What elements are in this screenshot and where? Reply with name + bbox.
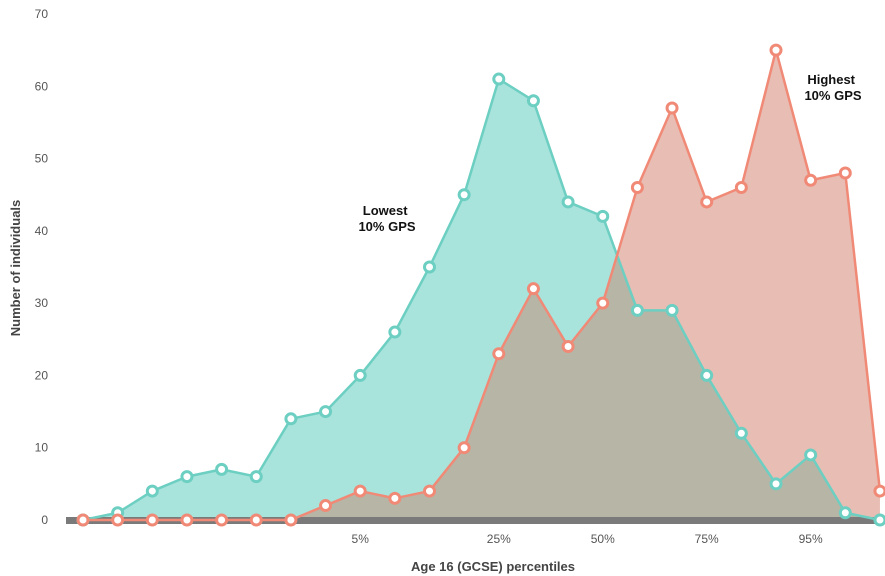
point-highest-10 — [388, 491, 402, 505]
y-axis-ticks: 0 10 20 30 40 50 60 70 — [35, 7, 49, 527]
point-highest-2 — [111, 513, 125, 527]
point-highest-21 — [769, 43, 783, 57]
point-lowest-10 — [388, 325, 402, 339]
y-tick-30: 30 — [35, 296, 49, 310]
x-axis-baseline — [66, 517, 885, 524]
point-highest-3 — [145, 513, 159, 527]
point-lowest-14 — [526, 94, 540, 108]
point-highest-24 — [873, 484, 885, 498]
point-highest-11 — [423, 484, 436, 498]
point-lowest-17 — [630, 303, 644, 317]
point-lowest-20 — [734, 426, 748, 440]
point-lowest-19 — [700, 368, 714, 382]
point-highest-1 — [76, 513, 90, 527]
point-highest-7 — [284, 513, 298, 527]
point-lowest-21 — [769, 477, 783, 491]
x-tick-25pct: 25% — [487, 532, 511, 546]
point-highest-12 — [457, 441, 471, 455]
y-axis-label: Number of individuals — [8, 200, 23, 337]
annotation-highest-line1: Highest — [807, 72, 855, 87]
y-tick-60: 60 — [35, 79, 49, 93]
point-lowest-15 — [561, 195, 575, 209]
point-highest-15 — [561, 340, 575, 354]
x-tick-95pct: 95% — [799, 532, 823, 546]
point-lowest-13 — [492, 72, 506, 86]
y-tick-0: 0 — [41, 513, 48, 527]
data-points — [76, 43, 885, 527]
x-tick-75pct: 75% — [695, 532, 719, 546]
point-highest-9 — [353, 484, 367, 498]
series-areas — [83, 50, 880, 521]
x-tick-5pct: 5% — [352, 532, 370, 546]
point-highest-4 — [180, 513, 194, 527]
point-highest-22 — [804, 173, 818, 187]
annotation-lowest-line2: 10% GPS — [358, 219, 415, 234]
annotation-highest-line2: 10% GPS — [804, 88, 861, 103]
y-tick-20: 20 — [35, 368, 49, 382]
x-axis-ticks: 5% 25% 50% 75% 95% — [352, 532, 823, 546]
point-lowest-9 — [353, 368, 367, 382]
point-lowest-12 — [457, 188, 471, 202]
point-lowest-4 — [180, 470, 194, 484]
point-lowest-18 — [665, 303, 679, 317]
point-lowest-22 — [804, 448, 818, 462]
x-tick-50pct: 50% — [591, 532, 615, 546]
annotation-lowest: Lowest 10% GPS — [358, 203, 415, 234]
point-lowest-6 — [249, 470, 263, 484]
point-lowest-7 — [284, 412, 298, 426]
point-lowest-11 — [423, 260, 436, 274]
y-tick-10: 10 — [35, 441, 49, 455]
point-highest-16 — [596, 296, 610, 310]
baseline-bar — [66, 517, 885, 524]
x-axis-label: Age 16 (GCSE) percentiles — [411, 559, 575, 574]
y-tick-50: 50 — [35, 152, 49, 166]
point-highest-19 — [700, 195, 714, 209]
point-highest-5 — [215, 513, 229, 527]
point-highest-18 — [665, 101, 679, 115]
y-tick-70: 70 — [35, 7, 49, 21]
point-highest-6 — [249, 513, 263, 527]
point-highest-8 — [319, 499, 333, 513]
point-highest-17 — [630, 180, 644, 194]
point-highest-14 — [526, 282, 540, 296]
point-lowest-24 — [873, 513, 885, 527]
point-lowest-16 — [596, 209, 610, 223]
point-lowest-5 — [215, 462, 229, 476]
point-highest-13 — [492, 347, 506, 361]
point-highest-20 — [734, 180, 748, 194]
annotation-highest: Highest 10% GPS — [804, 72, 861, 103]
y-tick-40: 40 — [35, 224, 49, 238]
point-lowest-3 — [145, 484, 159, 498]
annotation-lowest-line1: Lowest — [363, 203, 408, 218]
point-lowest-8 — [319, 405, 333, 419]
point-lowest-23 — [838, 506, 852, 520]
point-highest-23 — [838, 166, 852, 180]
